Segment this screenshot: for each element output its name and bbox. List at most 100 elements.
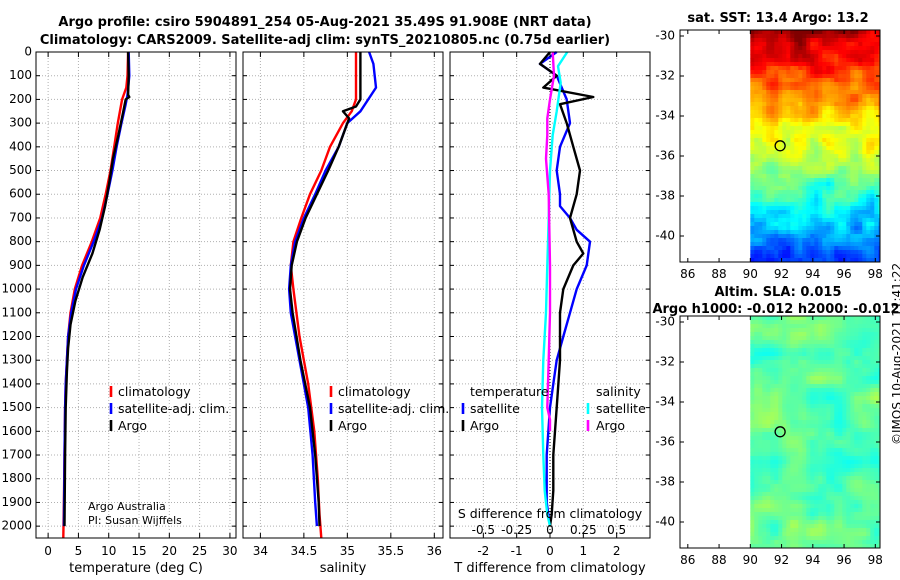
map-cell (750, 348, 755, 353)
map-cell (878, 516, 881, 521)
map-cell (874, 238, 879, 243)
map-cell (866, 178, 871, 183)
map-cell (858, 170, 863, 175)
map-cell (866, 194, 871, 199)
map-cell (846, 528, 851, 533)
map-cell (850, 82, 855, 87)
map-cell (750, 202, 755, 207)
map-cell (802, 110, 807, 115)
map-cell (790, 508, 795, 513)
map-cell (870, 388, 875, 393)
map-cell (750, 476, 755, 481)
map-cell (754, 246, 759, 251)
map-cell (782, 238, 787, 243)
map-cell (750, 70, 755, 75)
map-cell (750, 118, 755, 123)
map-cell (758, 54, 763, 59)
map-cell (806, 250, 811, 255)
map-cell (834, 492, 839, 497)
map-cell (818, 524, 823, 529)
map-cell (762, 62, 767, 67)
map-cell (850, 194, 855, 199)
map-cell (806, 130, 811, 135)
map-cell (786, 118, 791, 123)
map-cell (874, 328, 879, 333)
map-cell (862, 460, 867, 465)
map-cell (854, 90, 859, 95)
map-cell (786, 432, 791, 437)
map-cell (758, 58, 763, 63)
map-cell (834, 86, 839, 91)
map-cell (874, 388, 879, 393)
map-cell (762, 364, 767, 369)
map-cell (802, 388, 807, 393)
map-cell (878, 218, 881, 223)
map-cell (834, 332, 839, 337)
map-cell (874, 166, 879, 171)
map-cell (874, 472, 879, 477)
map-cell (794, 532, 799, 537)
map-cell (878, 118, 881, 123)
map-cell (874, 496, 879, 501)
map-cell (782, 456, 787, 461)
map-cell (822, 122, 827, 127)
map-cell (878, 106, 881, 111)
map-cell (766, 352, 771, 357)
map-cell (766, 460, 771, 465)
map-cell (794, 504, 799, 509)
map-cell (862, 34, 867, 39)
map-cell (798, 376, 803, 381)
map-cell (778, 66, 783, 71)
map-cell (858, 134, 863, 139)
map-cell (806, 154, 811, 159)
map-cell (794, 190, 799, 195)
map-cell (782, 316, 787, 321)
map-cell (766, 126, 771, 131)
map-cell (790, 34, 795, 39)
map-cell (842, 142, 847, 147)
map-cell (834, 380, 839, 385)
map-cell (790, 170, 795, 175)
map-cell (878, 50, 881, 55)
map-cell (846, 166, 851, 171)
map-cell (806, 166, 811, 171)
map-cell (842, 516, 847, 521)
map-cell (790, 62, 795, 67)
map-cell (878, 162, 881, 167)
map-cell (806, 544, 811, 549)
map-cell (874, 456, 879, 461)
map-cell (834, 110, 839, 115)
map-cell (762, 472, 767, 477)
map-cell (846, 540, 851, 545)
map-cell (762, 74, 767, 79)
map-cell (798, 78, 803, 83)
map-cell (758, 238, 763, 243)
map-cell (858, 222, 863, 227)
map-cell (826, 206, 831, 211)
map-cell (834, 54, 839, 59)
map-cell (838, 316, 843, 321)
map-cell (818, 476, 823, 481)
map-cell (818, 126, 823, 131)
map-cell (818, 102, 823, 107)
map-cell (770, 432, 775, 437)
map-cell (822, 476, 827, 481)
map-cell (778, 440, 783, 445)
map-cell (854, 46, 859, 51)
map-cell (854, 360, 859, 365)
map-cell (866, 380, 871, 385)
map-cell (830, 194, 835, 199)
map-cell (770, 440, 775, 445)
map-cell (842, 360, 847, 365)
map-cell (834, 146, 839, 151)
map-cell (854, 258, 859, 263)
map-cell (862, 348, 867, 353)
map-cell (858, 436, 863, 441)
map-cell (834, 198, 839, 203)
map-cell (790, 372, 795, 377)
map-cell (758, 508, 763, 513)
map-cell (826, 488, 831, 493)
map-cell (842, 384, 847, 389)
map-cell (842, 336, 847, 341)
map-cell (850, 432, 855, 437)
